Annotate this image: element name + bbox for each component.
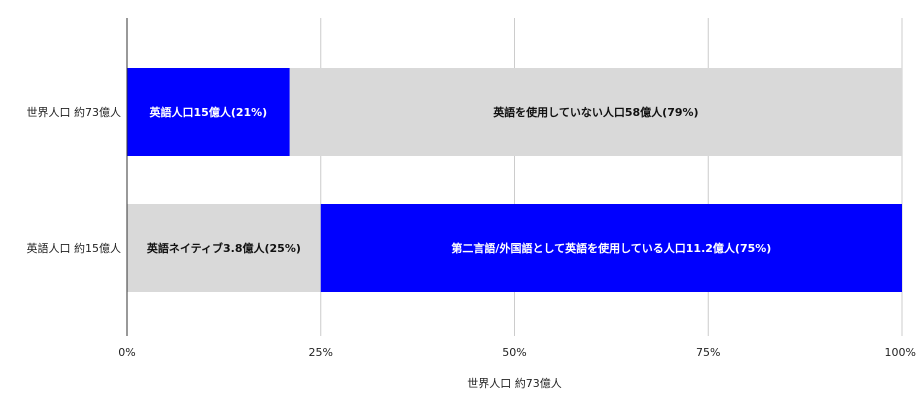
x-axis-title: 世界人口 約73億人 [467,376,562,390]
bar-segment-label: 英語ネイティブ3.8億人(25%) [146,241,301,255]
x-tick-label: 0% [118,346,135,359]
bars: 英語人口15億人(21%) 英語を使用していない人口58億人(79%) 英語ネイティ… [127,68,902,292]
bar-segment-label: 英語人口15億人(21%) [149,105,268,119]
x-tick-label: 50% [502,346,526,359]
bar-segment-label: 英語を使用していない人口58億人(79%) [492,105,698,119]
bar-segment [127,68,290,156]
bar-segment [320,204,902,292]
bar-segment [289,68,902,156]
bar-segment [127,204,321,292]
x-tick-label: 100% [885,346,916,359]
x-tick-label: 25% [309,346,333,359]
category-label: 世界人口 約73億人 [27,105,122,119]
x-tick-label: 75% [696,346,720,359]
bar-segment-label: 第二言語/外国語として英語を使用している人口11.2億人(75%) [451,241,771,255]
x-tick-labels: 0% 25% 50% 75% 100% [118,346,916,359]
category-label: 英語人口 約15億人 [27,241,122,255]
